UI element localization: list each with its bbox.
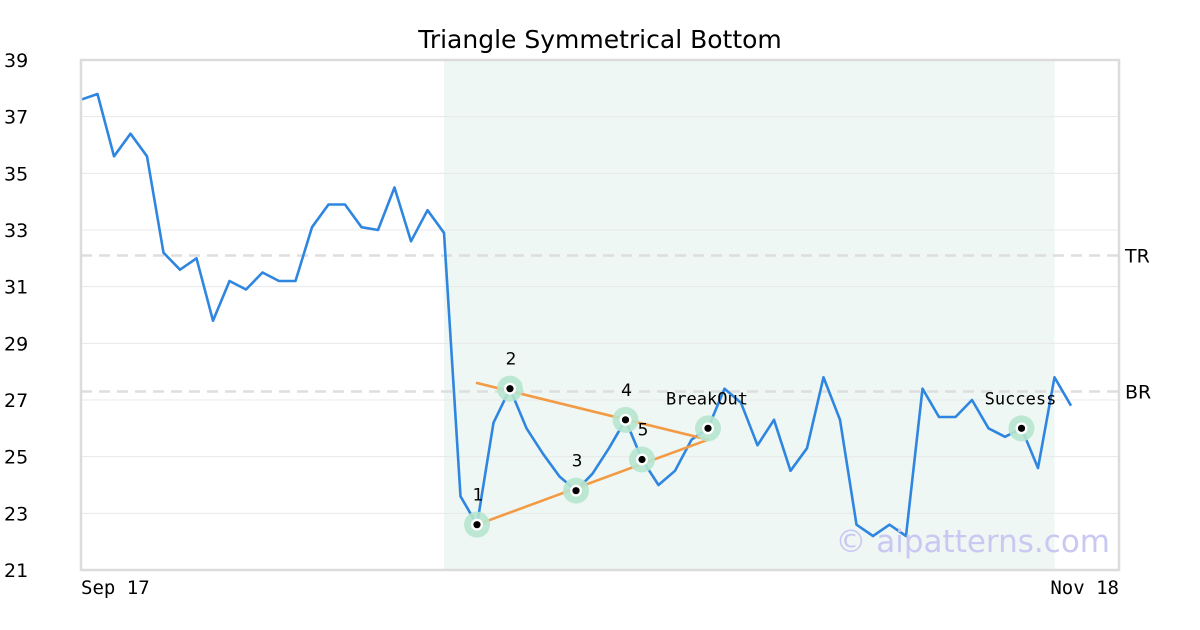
y-tick-label: 29: [4, 333, 28, 355]
y-tick-label: 25: [4, 447, 28, 469]
pattern-point-1: [473, 521, 481, 529]
pattern-point-5: [638, 455, 646, 464]
y-tick-label: 39: [4, 50, 28, 72]
pattern-label-success: Success: [985, 389, 1057, 409]
pattern-label-5: 5: [638, 421, 649, 441]
level-label-br: BR: [1125, 382, 1151, 404]
pattern-region: [444, 60, 1055, 570]
x-tick-label-end: Nov 18: [1050, 577, 1119, 599]
pattern-point-2: [506, 385, 514, 393]
y-tick-label: 33: [4, 220, 28, 242]
pattern-point-breakout: [704, 424, 712, 432]
y-tick-label: 23: [4, 503, 28, 525]
y-tick-label: 27: [4, 390, 28, 412]
chart-title: Triangle Symmetrical Bottom: [417, 25, 782, 54]
y-tick-label: 35: [4, 163, 28, 185]
pattern-label-breakout: BreakOut: [666, 389, 748, 409]
pattern-point-4: [621, 416, 630, 424]
y-tick-label: 37: [4, 107, 28, 129]
y-tick-label: 21: [4, 560, 28, 582]
level-label-tr: TR: [1124, 246, 1150, 268]
pattern-label-3: 3: [572, 452, 583, 472]
trendline-lower: [475, 438, 710, 526]
plot-frame: [79, 58, 1121, 572]
watermark: © aipatterns.com: [835, 524, 1110, 560]
pattern-point-success: [1017, 424, 1026, 432]
pattern-point-3: [572, 487, 580, 495]
pattern-label-2: 2: [506, 350, 517, 370]
y-tick-label: 31: [4, 277, 28, 299]
pattern-label-4: 4: [621, 381, 632, 401]
pattern-label-1: 1: [473, 486, 484, 506]
x-tick-label-start: Sep 17: [81, 577, 150, 599]
